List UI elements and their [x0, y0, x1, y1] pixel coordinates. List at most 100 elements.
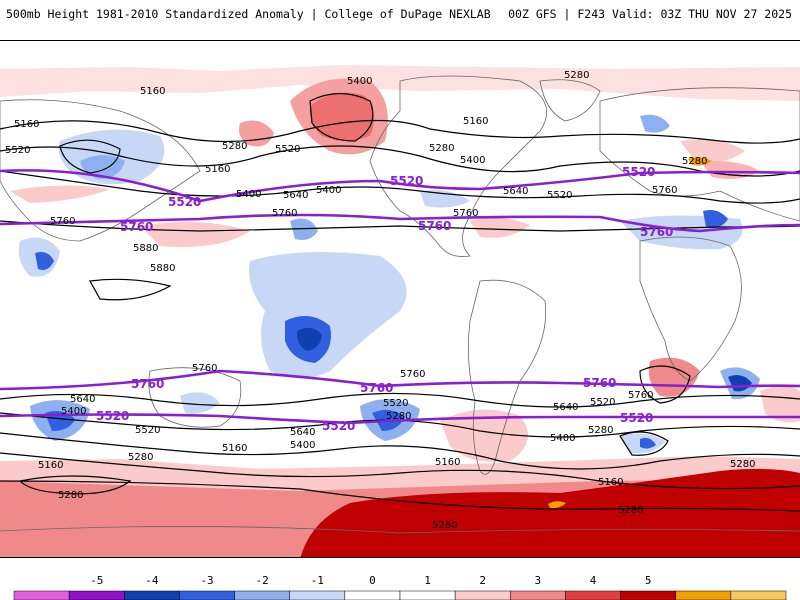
contour-5640	[0, 220, 800, 232]
contour-label-5760: 5760	[131, 377, 164, 391]
contour-5520-north	[0, 169, 800, 203]
anomaly-region	[760, 386, 800, 423]
coastline-asia-west	[0, 99, 201, 242]
contour-label: 5280	[564, 70, 589, 81]
colorbar-segment	[730, 590, 787, 600]
coastline-australia	[148, 367, 242, 428]
contour-label: 5160	[222, 443, 247, 454]
contour-label: 5400	[236, 189, 261, 200]
anomaly-region	[300, 468, 800, 557]
contour-label: 5280	[588, 425, 613, 436]
colorbar-segment	[234, 590, 290, 600]
anomaly-region	[640, 437, 656, 449]
anomaly-region	[10, 185, 110, 203]
contour-label: 5640	[70, 394, 95, 405]
contour-label-5760: 5760	[360, 381, 393, 395]
colorbar-segment	[565, 590, 621, 600]
contour-label: 5280	[222, 141, 247, 152]
contour-label: 5280	[429, 143, 454, 154]
colorbar-tick-label: 1	[424, 574, 431, 587]
contour-label-5520: 5520	[622, 165, 655, 179]
contour-label: 5760	[453, 208, 478, 219]
contour-label: 5520	[135, 425, 160, 436]
anomaly-region	[309, 92, 374, 141]
anomaly-map: 5160 5400 5280 5160 5520 5280 5160 5520 …	[0, 40, 800, 558]
colorbar-segment	[510, 590, 566, 600]
contour-label: 5760	[192, 363, 217, 374]
contour-label: 5280	[730, 459, 755, 470]
contour-label: 5280	[128, 452, 153, 463]
contour-5760-north	[0, 213, 800, 233]
colorbar-tick-label: 3	[534, 574, 542, 587]
coastlines	[0, 75, 800, 534]
contour-label-5520: 5520	[96, 409, 129, 423]
anomaly-region	[35, 252, 54, 270]
contour-closed-low	[639, 365, 691, 404]
contour-label: 5160	[463, 116, 488, 127]
anomaly-region	[420, 190, 470, 208]
anomaly-region	[180, 392, 220, 414]
contour-label-5520: 5520	[390, 174, 423, 188]
colorbar-tick-label: -2	[255, 574, 269, 587]
contour-label: 5520	[5, 145, 30, 156]
anomaly-region	[688, 157, 712, 166]
model-run-info: 00Z GFS | F243 Valid: 03Z THU NOV 27 202…	[508, 7, 792, 21]
contour-5280-south	[0, 432, 800, 470]
contour-label: 5400	[347, 76, 372, 87]
contour-label-5520: 5520	[168, 195, 201, 209]
contour-label: 5280	[386, 411, 411, 422]
contour-label-5760: 5760	[640, 225, 673, 239]
colorbar-tick-label: -4	[145, 574, 159, 587]
coastline-greenland	[539, 79, 601, 122]
contour-label: 5400	[290, 440, 315, 451]
colorbar-tick-label: 4	[589, 574, 597, 587]
contour-label: 5400	[61, 406, 86, 417]
highlight-contours	[0, 169, 800, 425]
contour-label-5760: 5760	[120, 220, 153, 234]
anomaly-region	[703, 210, 728, 228]
contour-label: 5280	[58, 490, 83, 501]
colorbar-tick-label: -5	[90, 574, 104, 587]
contour-label-5760: 5760	[418, 219, 451, 233]
anomaly-region	[700, 160, 760, 179]
anomaly-region	[470, 217, 530, 238]
anomaly-region	[140, 222, 250, 247]
contour-label: 5160	[598, 477, 623, 488]
anomaly-region	[296, 327, 322, 351]
contour-label: 5280	[432, 520, 457, 531]
contour-label: 5760	[628, 390, 653, 401]
contour-5640-south	[0, 392, 800, 408]
contour-label-5760: 5760	[583, 376, 616, 390]
negative-anomaly-shading	[18, 114, 760, 454]
contour-label: 5880	[133, 243, 158, 254]
contour-label: 5160	[140, 86, 165, 97]
contour-label: 5160	[435, 457, 460, 468]
contour-label: 5640	[283, 190, 308, 201]
height-contours	[0, 92, 800, 512]
contour-label: 5520	[275, 144, 300, 155]
contour-label: 5760	[400, 369, 425, 380]
colorbar-tick-label: -3	[200, 574, 214, 587]
coastline-antarctica	[0, 526, 800, 534]
contour-label-5520: 5520	[620, 411, 653, 425]
contour-label: 5640	[503, 186, 528, 197]
colorbar-segment	[454, 590, 511, 600]
contour-label: 5640	[553, 402, 578, 413]
colorbar-segment	[399, 590, 456, 600]
contour-closed-low	[59, 139, 121, 174]
colorbar-segment	[13, 590, 70, 600]
anomaly-region	[290, 218, 318, 240]
colorbar-segment	[68, 590, 125, 600]
contour-label: 5160	[205, 164, 230, 175]
contour-label: 5160	[14, 119, 39, 130]
contour-5160-south	[0, 452, 800, 490]
contour-5880	[89, 278, 172, 301]
highlight-contour-labels: 5520 5520 5520 5760 5760 5760 5760 5760 …	[96, 165, 673, 433]
contour-label: 5160	[38, 460, 63, 471]
map-title: 500mb Height 1981-2010 Standardized Anom…	[6, 7, 491, 21]
anomaly-region	[648, 357, 700, 397]
contour-label: 5280	[618, 505, 643, 516]
colorbar-segment	[675, 590, 732, 600]
colorbar-tick-label: 0	[369, 574, 376, 587]
contour-label: 5520	[590, 397, 615, 408]
